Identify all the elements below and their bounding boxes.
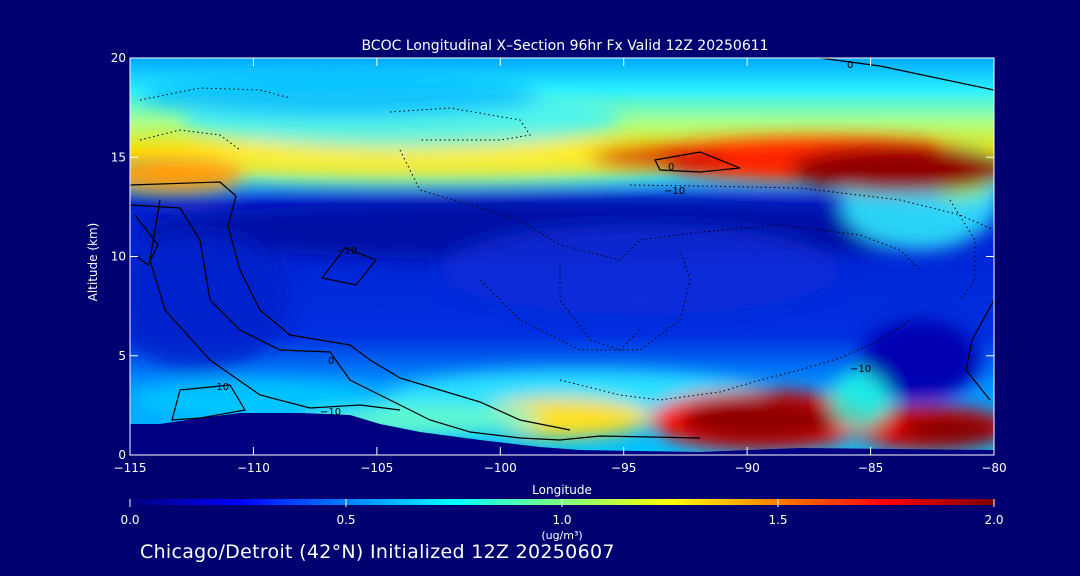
y-tick-label: 0 (118, 448, 126, 462)
colorbar-tick-label: 1.0 (552, 513, 571, 527)
contour-solid (171, 384, 246, 421)
contour-label: 0 (328, 356, 334, 367)
x-axis-label: Longitude (532, 483, 592, 497)
x-tick-label: −85 (858, 461, 883, 475)
y-tick-label: 20 (111, 51, 126, 65)
contour-label: 0 (847, 60, 853, 71)
contour-lines (130, 58, 994, 441)
colorbar-units: (ug/m³) (541, 529, 582, 542)
x-tick-label: −90 (734, 461, 759, 475)
y-axis: 0 5 10 15 20 (111, 51, 994, 462)
y-tick-label: 5 (118, 349, 126, 363)
contour-solid (320, 247, 377, 286)
contour-label: −10 (208, 382, 229, 393)
colorbar-tick-label: 1.5 (768, 513, 787, 527)
contour-solid (965, 299, 994, 401)
x-tick-label: −95 (611, 461, 636, 475)
chart-title: BCOC Longitudinal X–Section 96hr Fx Vali… (361, 38, 768, 54)
x-tick-label: −80 (981, 461, 1006, 475)
x-tick-label: −100 (484, 461, 517, 475)
contour-solid (149, 199, 401, 411)
contour-label: −10 (336, 246, 357, 257)
contour-solid (134, 214, 159, 266)
contour-label-group: 0 −10 0 −10 −10 −10 −10 0 (208, 60, 871, 418)
colorbar-axis: 0.0 0.5 1.0 1.5 2.0 (120, 499, 1004, 527)
contour-label: −10 (850, 364, 871, 375)
colorbar-tick-label: 2.0 (984, 513, 1003, 527)
x-tick-label: −105 (360, 461, 393, 475)
contour-solid (654, 151, 741, 173)
x-tick-label: −115 (114, 461, 147, 475)
terrain-mask (130, 413, 994, 455)
x-axis: −115 −110 −105 −100 −95 −90 −85 −80 (114, 58, 1007, 475)
contour-solid (819, 58, 994, 91)
contour-label: −10 (664, 186, 685, 197)
plot-area: 0 −10 0 −10 −10 −10 −10 0 (130, 58, 994, 455)
contour-dotted (139, 87, 994, 401)
colorbar-tick-label: 0.0 (120, 513, 139, 527)
y-tick-label: 10 (111, 250, 126, 264)
heatmap-field (130, 73, 994, 450)
contour-label: −10 (320, 407, 341, 418)
y-tick-label: 15 (111, 150, 126, 164)
colorbar-tick-label: 0.5 (336, 513, 355, 527)
x-tick-label: −110 (237, 461, 270, 475)
footer-caption: Chicago/Detroit (42°N) Initialized 12Z 2… (140, 541, 615, 563)
contour-solid (130, 181, 571, 431)
contour-solid (130, 204, 701, 441)
contour-label: 0 (668, 162, 674, 173)
y-axis-label: Altitude (km) (86, 223, 100, 302)
